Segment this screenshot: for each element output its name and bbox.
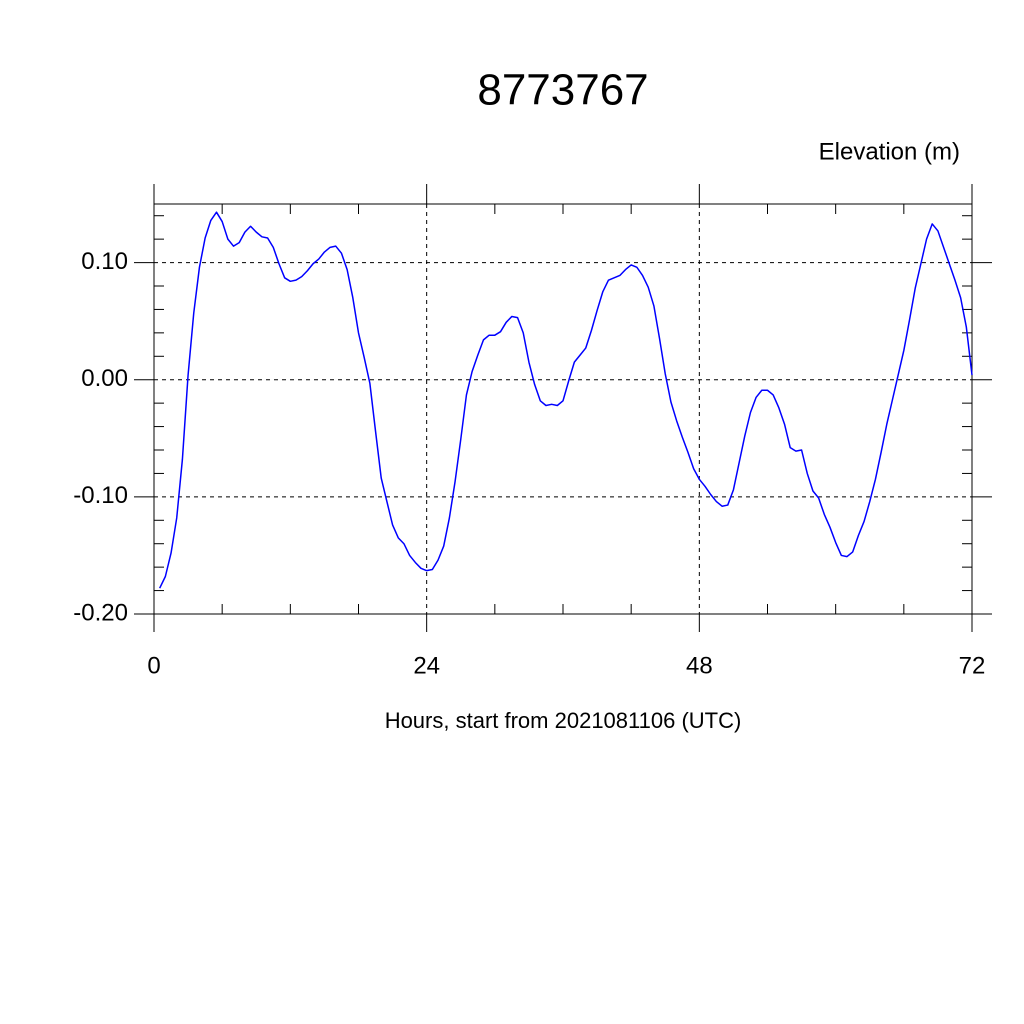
y-tick-label: -0.10 — [73, 482, 128, 509]
series-line — [159, 211, 973, 589]
plot-frame — [153, 203, 973, 615]
chart-title: 8773767 — [477, 66, 648, 115]
y-axis-title: Elevation (m) — [819, 138, 960, 165]
y-tick-label: 0.00 — [81, 365, 128, 392]
x-tick-label: 48 — [686, 652, 713, 679]
x-axis-title: Hours, start from 2021081106 (UTC) — [385, 708, 742, 733]
x-tick-label: 24 — [413, 652, 440, 679]
y-tick-label: 0.10 — [81, 248, 128, 275]
x-tick-label: 72 — [959, 652, 986, 679]
x-tick-label: 0 — [147, 652, 160, 679]
y-tick-label: -0.20 — [73, 599, 128, 626]
